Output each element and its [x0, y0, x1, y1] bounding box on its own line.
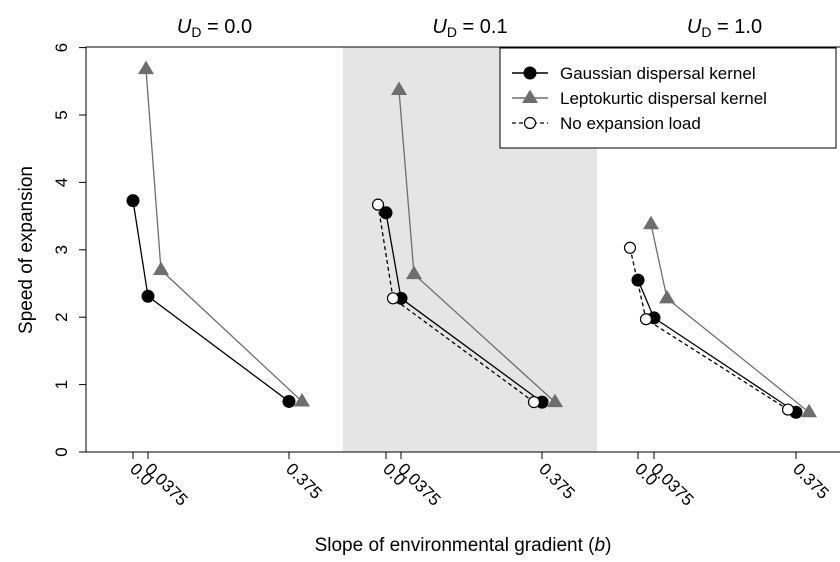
x-axis-title: Slope of environmental gradient (b): [315, 535, 612, 556]
x-tick-label: 0.375: [282, 459, 326, 503]
no-load-point: [781, 403, 795, 416]
panel-title-var: U: [687, 16, 702, 38]
panel-title-var: U: [177, 16, 192, 38]
legend-item-leptokurtic: Leptokurtic dispersal kernel: [512, 89, 767, 108]
no-load-point: [527, 396, 541, 409]
no-load-point: [371, 198, 385, 211]
legend-leptokurtic-label: Leptokurtic dispersal kernel: [560, 89, 767, 108]
x-tick-label: 0.375: [535, 459, 579, 503]
legend-item-gaussian: Gaussian dispersal kernel: [512, 64, 756, 83]
series-line: [145, 69, 303, 402]
y-axis-title: Speed of expansion: [16, 166, 37, 334]
panel-title-value: = 0.1: [457, 16, 508, 38]
legend-gaussian-marker: [523, 66, 537, 80]
legend-box: [499, 47, 837, 149]
panel-title: UD = 1.0: [687, 16, 762, 40]
y-tick-label: 3: [52, 245, 71, 254]
x-tick-label: 0.375: [789, 459, 833, 503]
y-tick-label: 6: [52, 43, 71, 52]
leptokurtic-point: [391, 81, 407, 96]
series-line: [650, 224, 810, 413]
gaussian-point: [141, 289, 155, 303]
panel-title-var: U: [432, 16, 447, 38]
gaussian-point: [631, 273, 645, 287]
legend: Gaussian dispersal kernel Leptokurtic di…: [499, 47, 837, 149]
x-axis-title-var: b: [594, 535, 605, 556]
legend-item-no-load: No expansion load: [512, 114, 701, 133]
leptokurtic-point: [153, 261, 169, 276]
x-axis-title-close: ): [605, 535, 611, 556]
panel-title-value: = 1.0: [711, 16, 762, 38]
y-tick-label: 4: [52, 178, 71, 187]
leptokurtic-point: [659, 289, 675, 304]
legend-gaussian-label: Gaussian dispersal kernel: [560, 64, 756, 83]
leptokurtic-point: [138, 60, 154, 75]
gaussian-point: [126, 194, 140, 208]
leptokurtic-point: [643, 215, 659, 230]
gaussian-point: [282, 394, 296, 408]
panel-title-sub: D: [191, 24, 201, 40]
legend-no-load-label: No expansion load: [560, 114, 701, 133]
legend-no-load-marker: [523, 116, 537, 130]
leptokurtic-point: [406, 265, 422, 280]
no-load-point: [386, 292, 400, 305]
x-tick-label: 0.0375: [141, 459, 191, 509]
series-line: [132, 200, 290, 402]
no-load-point: [623, 241, 637, 254]
x-tick-label: 0.0375: [394, 459, 444, 509]
panel-title-sub: D: [701, 24, 711, 40]
x-tick-label: 0.0375: [647, 459, 697, 509]
x-axis-title-main: Slope of environmental gradient (: [315, 535, 596, 556]
leptokurtic-point: [547, 393, 563, 408]
series-line: [629, 247, 789, 411]
legend-leptokurtic-marker: [522, 89, 538, 103]
panel-title: UD = 0.1: [432, 16, 507, 40]
y-tick-label: 0: [52, 447, 71, 456]
gaussian-point: [379, 206, 393, 220]
y-tick-label: 5: [52, 110, 71, 119]
panel-title: UD = 0.0: [177, 16, 252, 40]
y-axis: 0 1 2 3 4 5 6 Speed of expansion: [16, 43, 87, 457]
leptokurtic-point: [294, 392, 310, 407]
plot-frame: [85, 46, 840, 453]
panel-title-sub: D: [447, 24, 457, 40]
no-load-point: [639, 313, 653, 326]
y-tick-label: 2: [52, 312, 71, 321]
y-tick-label: 1: [52, 380, 71, 389]
panel-title-value: = 0.0: [201, 16, 252, 38]
leptokurtic-point: [801, 403, 817, 418]
